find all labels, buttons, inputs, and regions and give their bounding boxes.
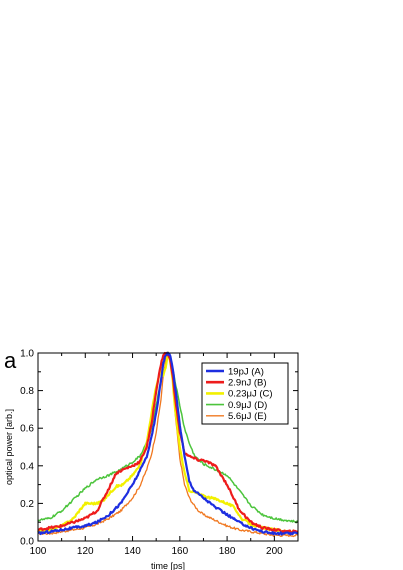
x-axis-label: time [ps] xyxy=(151,561,185,570)
legend-label: 2.9nJ (B) xyxy=(228,378,267,389)
x-tick-label: 140 xyxy=(124,546,141,557)
y-axis-label: optical power [arb.] xyxy=(4,409,14,485)
y-tick-label: 1.0 xyxy=(20,349,34,360)
legend: 19pJ (A)2.9nJ (B)0.23μJ (C)0.9μJ (D)5.6μ… xyxy=(201,362,289,425)
panel-label: a xyxy=(4,348,17,373)
x-tick-label: 120 xyxy=(77,546,94,557)
y-tick-label: 0.8 xyxy=(20,386,34,397)
y-tick-label: 0.0 xyxy=(20,537,34,548)
y-tick-label: 0.6 xyxy=(20,424,34,435)
x-tick-label: 180 xyxy=(219,546,236,557)
y-tick-label: 0.2 xyxy=(20,499,34,510)
legend-label: 0.23μJ (C) xyxy=(228,389,273,400)
y-tick-label: 0.4 xyxy=(20,461,34,472)
legend-label: 19pJ (A) xyxy=(228,366,264,377)
x-axis: 100 120 140 160 180 200 xyxy=(30,353,283,557)
y-axis: 0.0 0.2 0.4 0.6 0.8 1.0 xyxy=(20,349,298,548)
x-tick-label: 200 xyxy=(266,546,283,557)
x-tick-label: 100 xyxy=(30,546,47,557)
x-tick-label: 160 xyxy=(171,546,188,557)
legend-label: 0.9μJ (D) xyxy=(228,400,267,411)
legend-label: 5.6μJ (E) xyxy=(228,411,267,422)
